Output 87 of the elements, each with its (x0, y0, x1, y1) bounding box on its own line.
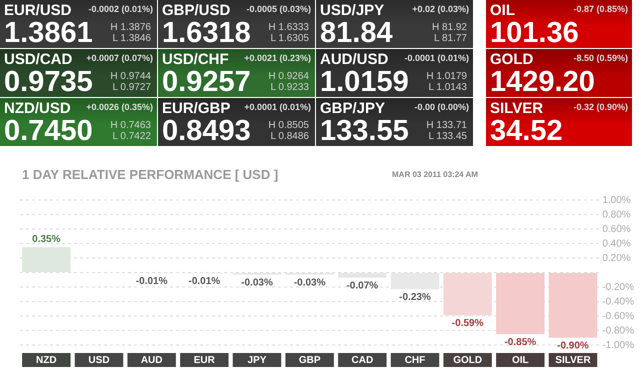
text: H 1.6333 (268, 22, 309, 33)
text: L 0.9233 (269, 82, 309, 93)
x-tick-label: EUR (194, 354, 216, 366)
category-label: GOLD (490, 51, 534, 68)
text: H 133.71 (426, 120, 467, 131)
text: 1.3861 (4, 17, 93, 49)
category-label: EUR/GBP (162, 100, 230, 117)
x-tick-label: AUD (140, 354, 162, 366)
text: 34.52 (490, 115, 563, 147)
text: H 0.9744 (110, 71, 151, 82)
data-label: -0.01% (136, 276, 168, 287)
x-tick-label: GBP (298, 354, 321, 366)
data-label: -0.03% (294, 277, 326, 288)
chart-subtitle: MAR 03 2011 03:24 AM (392, 170, 478, 179)
text: 0.7450 (4, 115, 93, 147)
text: +0.0021 (0.23%) (244, 53, 311, 63)
x-tick-label: SILVER (555, 354, 592, 366)
x-tick-label: GOLD (453, 354, 482, 366)
x-tick-label: OIL (512, 354, 529, 366)
x-tick-label: CHF (404, 354, 426, 366)
text: H 0.9264 (268, 71, 309, 82)
y-tick-label: -0.20% (602, 282, 634, 293)
data-label: -0.03% (241, 277, 273, 288)
category-label: OIL (490, 2, 515, 19)
text: -0.87 (0.85%) (573, 4, 628, 14)
data-label: -0.59% (452, 318, 484, 330)
category-label: USD/JPY (320, 2, 384, 19)
y-tick-label: -0.60% (602, 310, 634, 322)
x-tick-label: JPY (248, 354, 267, 366)
category-label: EUR/USD (4, 2, 72, 19)
text: -0.32 (0.90%) (573, 102, 628, 112)
text: L 81.77 (433, 33, 467, 44)
x-tick-label: CAD (351, 354, 374, 366)
text: H 1.3876 (110, 22, 151, 33)
text: +0.02 (0.03%) (412, 4, 469, 14)
text: +0.0007 (0.07%) (86, 53, 153, 63)
text: 1.6318 (162, 17, 251, 49)
text: +0.0026 (0.35%) (86, 102, 153, 112)
text: 101.36 (490, 17, 579, 49)
text: 133.55 (320, 115, 409, 147)
y-tick-label: 1.00% (602, 194, 631, 206)
text: 81.84 (320, 17, 393, 49)
y-tick-label: -0.40% (602, 296, 634, 308)
data-label: -0.07% (346, 280, 378, 292)
text: L 1.6305 (269, 33, 309, 44)
text: 0.8493 (162, 115, 251, 147)
data-label: 0.35% (32, 234, 61, 245)
text: 0.9735 (4, 66, 93, 98)
text: -0.0001 (0.01%) (404, 53, 469, 63)
text: -8.50 (0.59%) (573, 53, 628, 63)
text: -0.0005 (0.03%) (246, 4, 311, 14)
y-tick-label: 0.80% (602, 209, 631, 220)
data-label: -0.85% (504, 336, 536, 348)
text: L 133.45 (427, 131, 467, 142)
text: H 81.92 (432, 22, 467, 33)
category-label: NZD/USD (4, 100, 71, 117)
text: H 1.0179 (426, 71, 467, 82)
category-label: GBP/USD (162, 2, 230, 19)
text: +0.0001 (0.01%) (244, 102, 311, 112)
category-label: USD/CHF (162, 51, 229, 68)
category-label: USD/CAD (4, 51, 72, 68)
y-tick-label: -0.80% (602, 325, 634, 336)
text: L 1.0143 (427, 82, 467, 93)
y-tick-label: 0.40% (602, 238, 631, 250)
text: 1.0159 (320, 66, 409, 98)
text: L 0.9727 (111, 82, 151, 93)
text: L 1.3846 (111, 33, 151, 44)
text: H 0.7463 (110, 120, 151, 131)
text: L 0.7422 (111, 131, 151, 142)
y-tick-label: -1.00% (602, 340, 634, 351)
data-label: -0.90% (557, 340, 589, 352)
category-label: SILVER (490, 100, 544, 117)
text: 1429.20 (490, 66, 595, 98)
text: 0.9257 (162, 66, 251, 98)
category-label: AUD/USD (320, 51, 388, 68)
y-tick-label: 0.60% (602, 224, 631, 235)
text: L 0.8486 (269, 131, 309, 142)
text: -0.0002 (0.01%) (88, 4, 153, 14)
x-tick-label: USD (88, 354, 110, 366)
text: -0.00 (0.00%) (414, 102, 469, 112)
chart-title: 1 DAY RELATIVE PERFORMANCE [ USD ] (22, 167, 278, 182)
data-label: -0.23% (399, 292, 431, 303)
category-label: GBP/JPY (320, 100, 386, 117)
x-tick-label: NZD (36, 354, 57, 366)
y-tick-label: 0.20% (602, 252, 631, 264)
text: H 0.8505 (268, 120, 309, 131)
data-label: -0.01% (188, 276, 220, 287)
